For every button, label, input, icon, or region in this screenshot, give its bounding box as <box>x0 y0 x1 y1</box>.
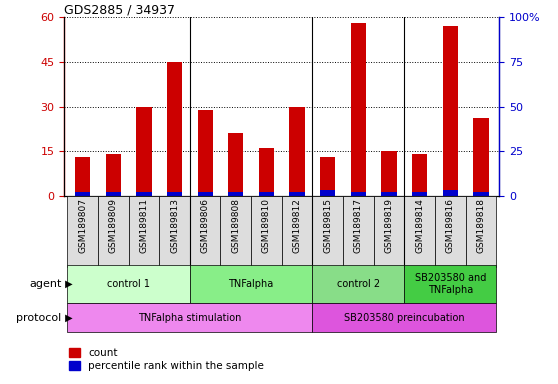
Bar <box>312 303 497 332</box>
Text: GSM189812: GSM189812 <box>292 198 302 253</box>
Bar <box>67 303 312 332</box>
Bar <box>159 196 190 267</box>
Text: GSM189816: GSM189816 <box>446 198 455 253</box>
Bar <box>382 192 397 196</box>
Bar <box>435 196 466 267</box>
Bar <box>320 157 335 196</box>
Text: GSM189814: GSM189814 <box>415 198 424 253</box>
Bar <box>128 196 159 267</box>
Bar <box>190 265 312 303</box>
Bar <box>67 196 98 267</box>
Bar <box>167 62 182 196</box>
Bar <box>442 26 458 196</box>
Text: control 2: control 2 <box>337 279 380 289</box>
Bar <box>190 196 220 267</box>
Bar <box>98 196 128 267</box>
Text: GSM189809: GSM189809 <box>109 198 118 253</box>
Bar <box>198 192 213 196</box>
Bar <box>473 119 489 196</box>
Bar <box>382 151 397 196</box>
Bar <box>351 23 366 196</box>
Text: GSM189810: GSM189810 <box>262 198 271 253</box>
Text: GSM189806: GSM189806 <box>201 198 210 253</box>
Bar <box>136 192 152 196</box>
Bar <box>220 196 251 267</box>
Text: ▶: ▶ <box>62 313 73 323</box>
Bar <box>290 192 305 196</box>
Bar <box>75 192 90 196</box>
Bar <box>290 107 305 196</box>
Bar <box>405 196 435 267</box>
Text: GSM189813: GSM189813 <box>170 198 179 253</box>
Text: GSM189818: GSM189818 <box>477 198 485 253</box>
Bar <box>351 192 366 196</box>
Text: GSM189808: GSM189808 <box>232 198 240 253</box>
Bar <box>75 157 90 196</box>
Bar <box>320 190 335 196</box>
Bar <box>228 133 243 196</box>
Text: agent: agent <box>29 279 61 289</box>
Bar <box>374 196 405 267</box>
Text: GSM189811: GSM189811 <box>140 198 148 253</box>
Bar <box>282 196 312 267</box>
Bar <box>251 196 282 267</box>
Text: GSM189819: GSM189819 <box>384 198 393 253</box>
Bar <box>105 154 121 196</box>
Text: ▶: ▶ <box>62 279 73 289</box>
Bar <box>67 265 190 303</box>
Text: control 1: control 1 <box>107 279 150 289</box>
Text: GSM189807: GSM189807 <box>78 198 87 253</box>
Bar <box>167 192 182 196</box>
Text: TNFalpha: TNFalpha <box>229 279 274 289</box>
Bar <box>412 192 427 196</box>
Bar <box>105 192 121 196</box>
Bar <box>136 107 152 196</box>
Text: protocol: protocol <box>16 313 61 323</box>
Bar <box>259 148 274 196</box>
Bar <box>259 192 274 196</box>
Bar <box>473 192 489 196</box>
Bar <box>442 190 458 196</box>
Text: GDS2885 / 34937: GDS2885 / 34937 <box>64 3 175 16</box>
Bar <box>412 154 427 196</box>
Bar <box>228 192 243 196</box>
Text: GSM189817: GSM189817 <box>354 198 363 253</box>
Bar <box>198 109 213 196</box>
Bar <box>343 196 374 267</box>
Bar <box>466 196 497 267</box>
Bar <box>312 265 405 303</box>
Text: SB203580 and
TNFalpha: SB203580 and TNFalpha <box>415 273 486 295</box>
Text: SB203580 preincubation: SB203580 preincubation <box>344 313 465 323</box>
Text: GSM189815: GSM189815 <box>323 198 332 253</box>
Legend: count, percentile rank within the sample: count, percentile rank within the sample <box>69 348 264 371</box>
Text: TNFalpha stimulation: TNFalpha stimulation <box>138 313 242 323</box>
Bar <box>312 196 343 267</box>
Bar <box>405 265 497 303</box>
